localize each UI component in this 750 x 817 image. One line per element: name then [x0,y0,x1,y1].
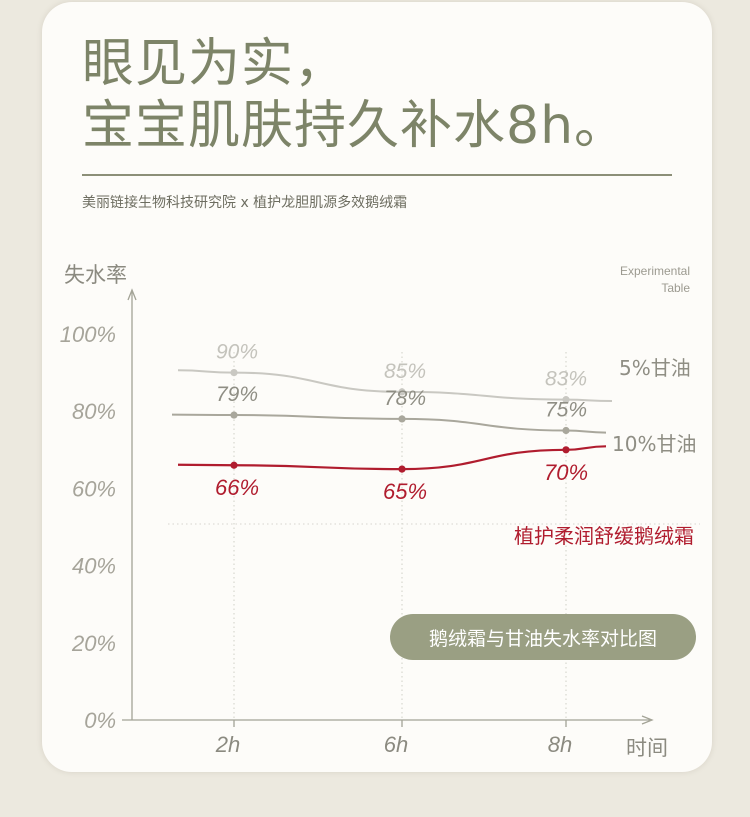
data-point [230,369,238,377]
corner-note-line2: Table [661,281,690,295]
y-tick-label: 40% [72,554,116,579]
data-point [398,465,406,473]
data-label: 65% [383,479,427,504]
x-axis-title: 时间 [626,736,668,760]
y-axis-arrow [127,288,137,301]
y-tick-label: 0% [84,708,116,733]
x-axis-arrow [641,715,654,725]
series-label: 植护柔润舒缓鹅绒霜 [514,524,694,548]
y-tick-label: 100% [60,322,116,347]
data-label: 70% [544,460,588,485]
data-label: 78% [384,387,426,410]
y-axis-title: 失水率 [64,263,127,287]
data-point [562,396,570,404]
series-label: 5%甘油 [619,356,691,380]
x-tick-label: 6h [384,732,408,757]
data-label: 83% [545,368,587,391]
data-point [230,461,238,469]
subtitle: 美丽链接生物科技研究院 x 植护龙胆肌源多效鹅绒霜 [82,195,408,211]
data-point [230,411,238,419]
data-label: 90% [216,341,258,364]
data-label: 79% [216,383,258,406]
data-point [562,426,570,435]
series-label: 10%甘油 [612,432,696,456]
chart-title-badge: 鹅绒霜与甘油失水率对比图 [390,614,696,660]
series-line [177,445,607,471]
data-point [562,446,570,454]
page-title-line2: 宝宝肌肤持久补水8h。 [82,96,628,156]
series-line [171,413,607,434]
corner-note-line1: Experimental [620,264,690,278]
x-tick-label: 2h [215,732,240,757]
y-tick-label: 80% [72,399,116,424]
x-tick-label: 8h [548,732,572,757]
data-point [398,415,406,423]
data-label: 75% [545,399,587,422]
page-title-line1: 眼见为实， [82,34,348,94]
data-label: 85% [384,360,426,383]
data-label: 66% [215,475,259,500]
title-divider [82,174,672,176]
y-tick-label: 60% [72,476,116,501]
y-tick-label: 20% [71,631,116,656]
data-point [398,388,406,396]
